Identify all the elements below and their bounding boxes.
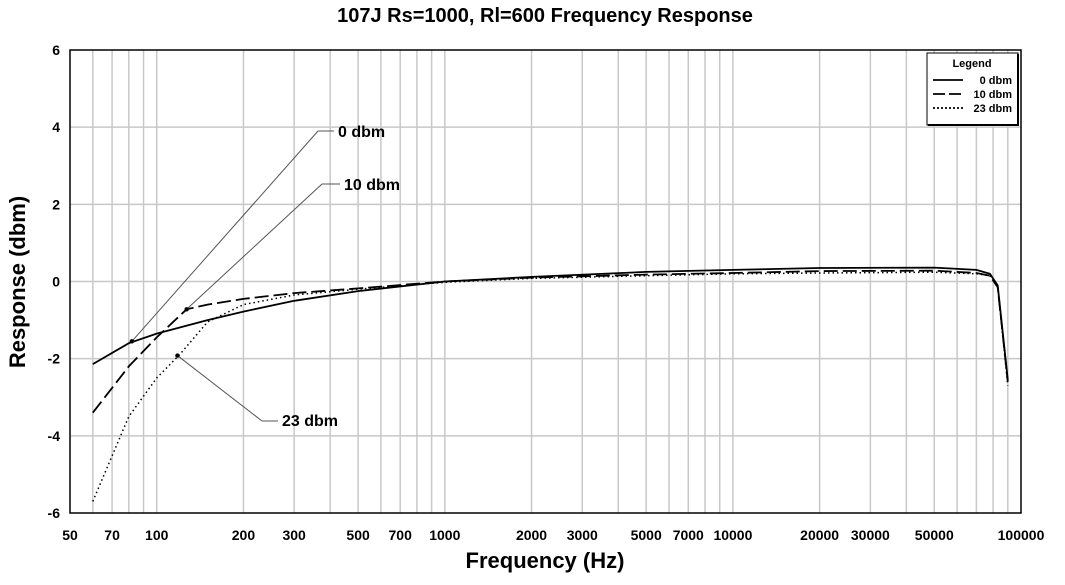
x-tick-label: 500: [346, 527, 370, 543]
x-tick-label: 700: [389, 527, 413, 543]
chart-title: 107J Rs=1000, Rl=600 Frequency Response: [337, 5, 753, 27]
series-line-10-dbm: [92, 269, 1009, 414]
x-tick-label: 30000: [851, 527, 890, 543]
annotations: 0 dbm 10 dbm 23 dbm: [129, 124, 400, 430]
annotation-arrowhead: [175, 353, 180, 358]
x-tick-label: 20000: [800, 527, 839, 543]
series-lines: [92, 266, 1009, 502]
y-tick-label: 6: [52, 42, 60, 58]
axis-ticks: 50 70 100 200 300 500 700 1000 2000 3000 5000 7000 1…: [48, 42, 1045, 543]
x-tick-label: 5000: [631, 527, 662, 543]
y-tick-label: -4: [48, 428, 61, 444]
annotation-leader: [177, 355, 263, 422]
annotation-arrowhead: [184, 307, 189, 312]
x-tick-label: 1000: [429, 527, 460, 543]
x-tick-label: 2000: [516, 527, 547, 543]
y-tick-label: 0: [52, 274, 60, 290]
x-tick-label: 300: [282, 527, 306, 543]
legend: Legend 0 dbm 10 dbm 23 dbm: [926, 52, 1019, 126]
x-tick-label: 10000: [713, 527, 752, 543]
x-tick-label: 50: [62, 527, 78, 543]
x-tick-label: 70: [104, 527, 120, 543]
y-tick-label: 2: [52, 196, 60, 212]
legend-entry: 10 dbm: [973, 89, 1012, 101]
x-tick-label: 7000: [673, 527, 704, 543]
x-tick-label: 100000: [998, 527, 1045, 543]
legend-entry: 0 dbm: [980, 75, 1013, 87]
annotation-arrowhead: [129, 339, 135, 344]
y-tick-label: -2: [48, 351, 61, 367]
y-axis-label: Response (dbm): [5, 196, 30, 368]
annotation-label: 23 dbm: [282, 413, 338, 430]
plot-frame: [69, 49, 1022, 514]
annotation-label: 0 dbm: [338, 124, 385, 141]
legend-title: Legend: [952, 58, 991, 70]
annotation-leader: [186, 183, 323, 310]
x-tick-label: 3000: [567, 527, 598, 543]
grid: [70, 50, 1021, 513]
legend-entry: 23 dbm: [973, 103, 1012, 115]
y-tick-label: -6: [48, 505, 61, 521]
x-tick-label: 100: [145, 527, 169, 543]
x-tick-label: 50000: [915, 527, 954, 543]
series-line-23-dbm: [92, 271, 1009, 502]
annotation-leader: [131, 130, 319, 342]
y-tick-label: 4: [52, 119, 60, 135]
x-axis-label: Frequency (Hz): [466, 548, 625, 573]
x-tick-label: 200: [232, 527, 256, 543]
annotation-label: 10 dbm: [344, 177, 400, 194]
